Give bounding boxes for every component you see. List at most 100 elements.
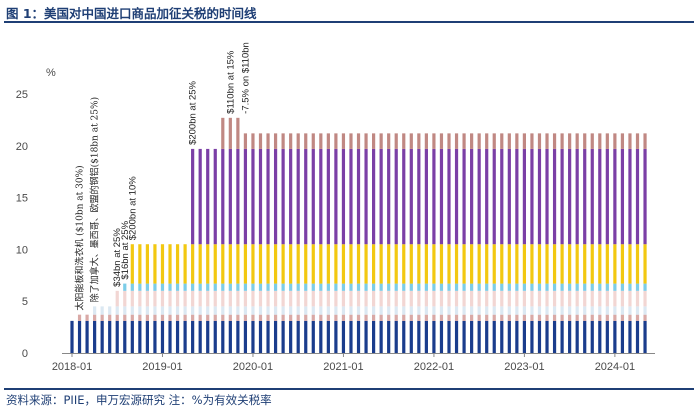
- bar-segment: [402, 306, 406, 315]
- bar-segment: [183, 290, 187, 307]
- bar-segment: [372, 290, 376, 307]
- bar-segment: [485, 133, 489, 149]
- bar-segment: [492, 314, 496, 321]
- bar-segment: [470, 148, 474, 245]
- bar-segment: [643, 290, 647, 307]
- bar-segment: [198, 148, 202, 245]
- bar-segment: [568, 148, 572, 245]
- bar-segment: [439, 290, 444, 307]
- bar-segment: [115, 320, 119, 353]
- bar-segment: [643, 283, 647, 291]
- bar-segment: [583, 133, 587, 149]
- bar-segment: [394, 283, 398, 291]
- bar-segment: [454, 314, 459, 321]
- bar-segment: [477, 244, 481, 284]
- bar-segment: [334, 306, 338, 315]
- bar-segment: [613, 306, 617, 315]
- bar-segment: [590, 314, 594, 321]
- bar-segment: [341, 148, 346, 245]
- bar-segment: [575, 148, 579, 245]
- bar-segment: [123, 290, 127, 307]
- bar-segment: [537, 320, 542, 353]
- bar-segment: [394, 306, 398, 315]
- bar-segment: [296, 306, 300, 315]
- bar-segment: [628, 320, 632, 353]
- bar-segment: [221, 290, 225, 307]
- bar-segment: [183, 244, 187, 284]
- bar-segment: [77, 320, 82, 353]
- bar-segment: [273, 283, 278, 291]
- bar-segment: [568, 320, 572, 353]
- bar-segment: [153, 283, 157, 291]
- bar-segment: [175, 283, 180, 291]
- bar-segment: [213, 306, 217, 315]
- bar-segment: [341, 283, 346, 291]
- bar-segment: [628, 148, 632, 245]
- bar-segment: [304, 306, 308, 315]
- tariff-stacked-bar-chart: % 0 5 10 15 20 25 2018-01 2019-01 2020-01 2021-0…: [16, 42, 655, 373]
- bar-segment: [228, 283, 232, 291]
- bar-segment: [349, 133, 353, 149]
- bar-segment: [387, 244, 391, 284]
- bar-segment: [289, 290, 293, 307]
- bar-segment: [221, 117, 225, 149]
- ann-steel: 除了加拿大、墨西哥、欧盟的钢铝($18bn at 25%): [89, 97, 101, 302]
- bar-segment: [191, 314, 195, 321]
- bar-segment: [552, 290, 557, 307]
- bar-segment: [545, 320, 549, 353]
- bar-segment: [507, 290, 511, 307]
- bar-segment: [620, 244, 625, 284]
- bar-segment: [356, 133, 361, 149]
- bar-segment: [590, 320, 594, 353]
- bar-segment: [334, 320, 338, 353]
- bar-segment: [635, 244, 640, 284]
- source-note: 资料来源：PIIE，申万宏源研究 注：%为有效关税率: [6, 393, 272, 407]
- bar-segment: [372, 283, 376, 291]
- bar-segment: [394, 314, 398, 321]
- bar-segment: [620, 314, 625, 321]
- bar-segment: [447, 306, 451, 315]
- bar-segment: [583, 320, 587, 353]
- bar-segment: [454, 290, 459, 307]
- bar-segment: [515, 148, 519, 245]
- x-tick-label: 2021-01: [323, 361, 363, 373]
- bar-segment: [620, 320, 625, 353]
- bar-segment: [537, 133, 542, 149]
- y-tick-label: 15: [16, 193, 28, 205]
- bar-segment: [311, 283, 315, 291]
- bar-segment: [552, 320, 557, 353]
- bar-segment: [304, 290, 308, 307]
- bar-segment: [515, 320, 519, 353]
- bar-segment: [372, 133, 376, 149]
- bar-segment: [454, 148, 459, 245]
- page-title: 图 1：美国对中国进口商品加征关税的时间线: [6, 6, 257, 21]
- bar-segment: [515, 290, 519, 307]
- bar-segment: [552, 314, 557, 321]
- bar-segment: [522, 133, 526, 149]
- bar-segment: [379, 244, 383, 284]
- bar-segment: [432, 314, 436, 321]
- bar-segment: [590, 244, 594, 284]
- bar-segment: [545, 244, 549, 284]
- bar-segment: [228, 306, 232, 315]
- bar-segment: [145, 306, 149, 315]
- bar-segment: [273, 148, 278, 245]
- bar-segment: [191, 244, 195, 284]
- bar-segment: [613, 283, 617, 291]
- bar-segment: [492, 133, 496, 149]
- bar-segment: [273, 290, 278, 307]
- bar-series-group: [70, 117, 647, 353]
- bar-segment: [153, 320, 157, 353]
- bar-segment: [304, 320, 308, 353]
- bar-segment: [168, 290, 172, 307]
- bar-segment: [628, 283, 632, 291]
- bar-segment: [568, 306, 572, 315]
- bar-segment: [515, 314, 519, 321]
- bar-segment: [470, 314, 474, 321]
- bar-segment: [251, 306, 255, 315]
- bar-segment: [568, 314, 572, 321]
- bar-segment: [394, 133, 398, 149]
- bar-segment: [251, 133, 255, 149]
- bar-segment: [402, 244, 406, 284]
- bar-segment: [191, 290, 195, 307]
